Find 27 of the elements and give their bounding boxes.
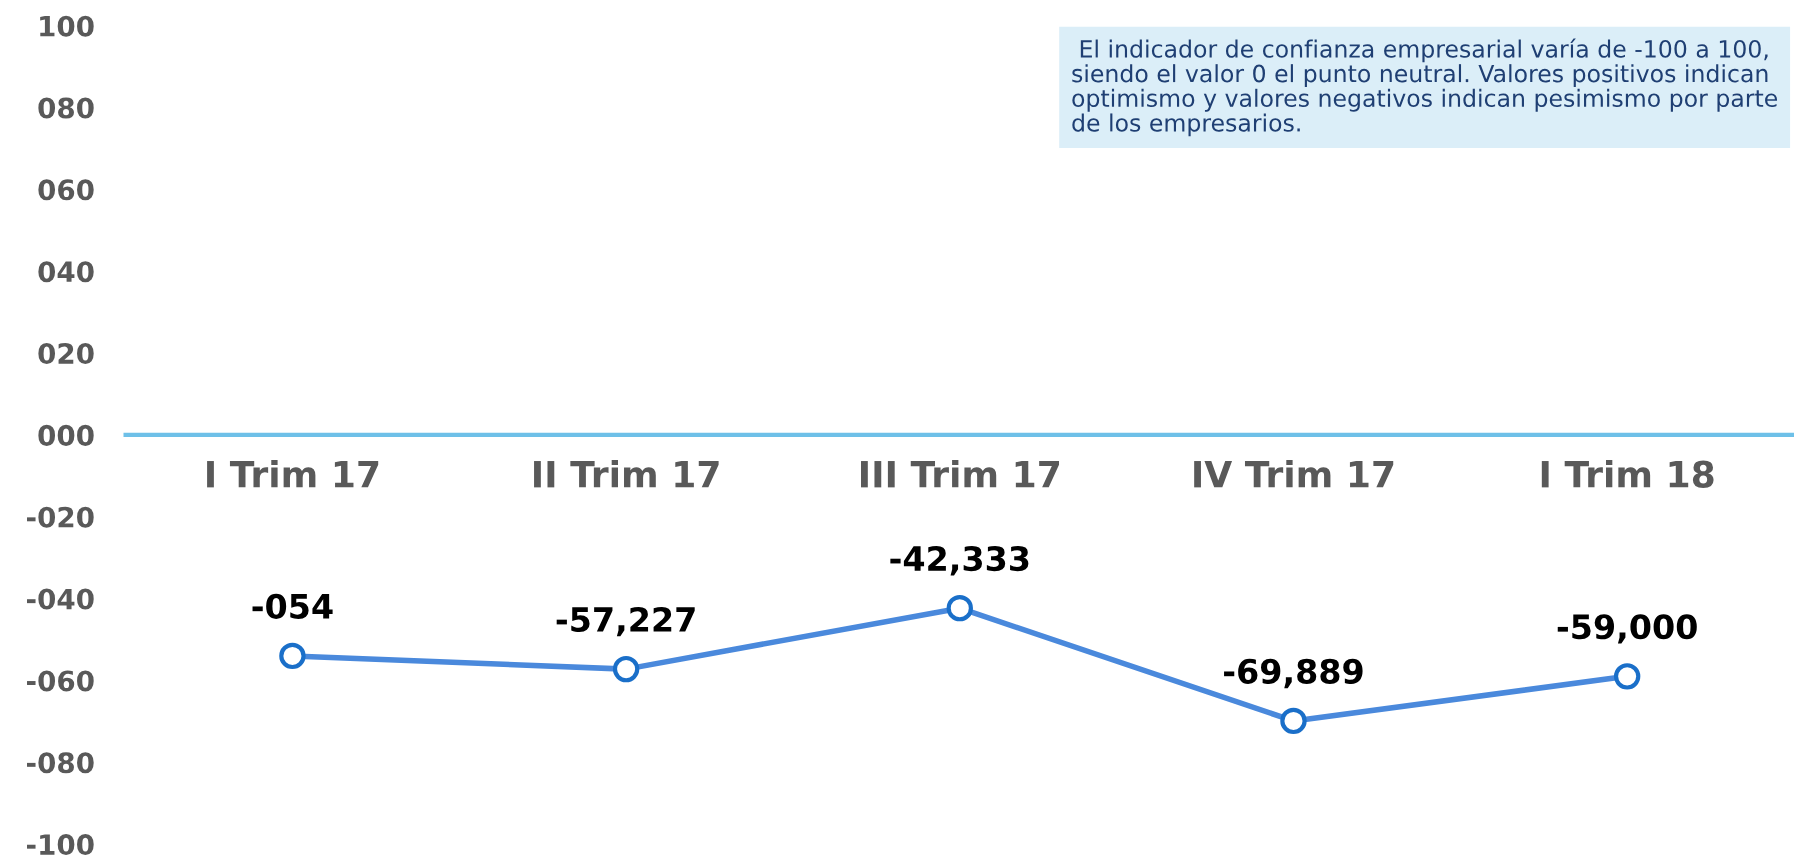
y-tick-label: -040 — [27, 588, 94, 610]
text: -054 — [252, 593, 333, 619]
x-tick-label: I Trim 18 — [1541, 459, 1714, 488]
text: -59,000 — [1557, 614, 1697, 644]
y-tick-label: 000 — [38, 424, 94, 446]
y-tick-label: 040 — [38, 261, 94, 283]
text: -57,227 — [556, 606, 695, 637]
x-tick-label: II Trim 17 — [534, 459, 719, 488]
y-tick-label: 060 — [38, 179, 94, 201]
annotation: El indicador de confianza empresarial varía de -100 a 100, siendo el valor 0 el punto neutral. Valores positivos indican optimismo y valores negativos indican pesimismo por parte de los empresarios. — [1072, 38, 1778, 137]
point — [279, 642, 306, 670]
y-tick-label: 020 — [38, 343, 94, 365]
text: -69,889 — [1224, 658, 1363, 689]
point — [1280, 707, 1307, 735]
y-tick-label: -100 — [27, 834, 94, 856]
y-tick-label: -060 — [27, 670, 94, 692]
point — [612, 655, 640, 683]
x-tick-label: I Trim 17 — [207, 459, 379, 488]
y-tick-label: -080 — [27, 752, 94, 774]
y-tick-label: 080 — [38, 97, 94, 119]
x-tick-label: IV Trim 17 — [1194, 459, 1394, 488]
text: -42,333 — [890, 545, 1029, 576]
y-tick-label: 100 — [40, 15, 94, 37]
y-tick-label: -020 — [27, 506, 94, 528]
point — [946, 594, 973, 622]
point — [1613, 663, 1641, 690]
x-tick-label: III Trim 17 — [861, 459, 1060, 488]
